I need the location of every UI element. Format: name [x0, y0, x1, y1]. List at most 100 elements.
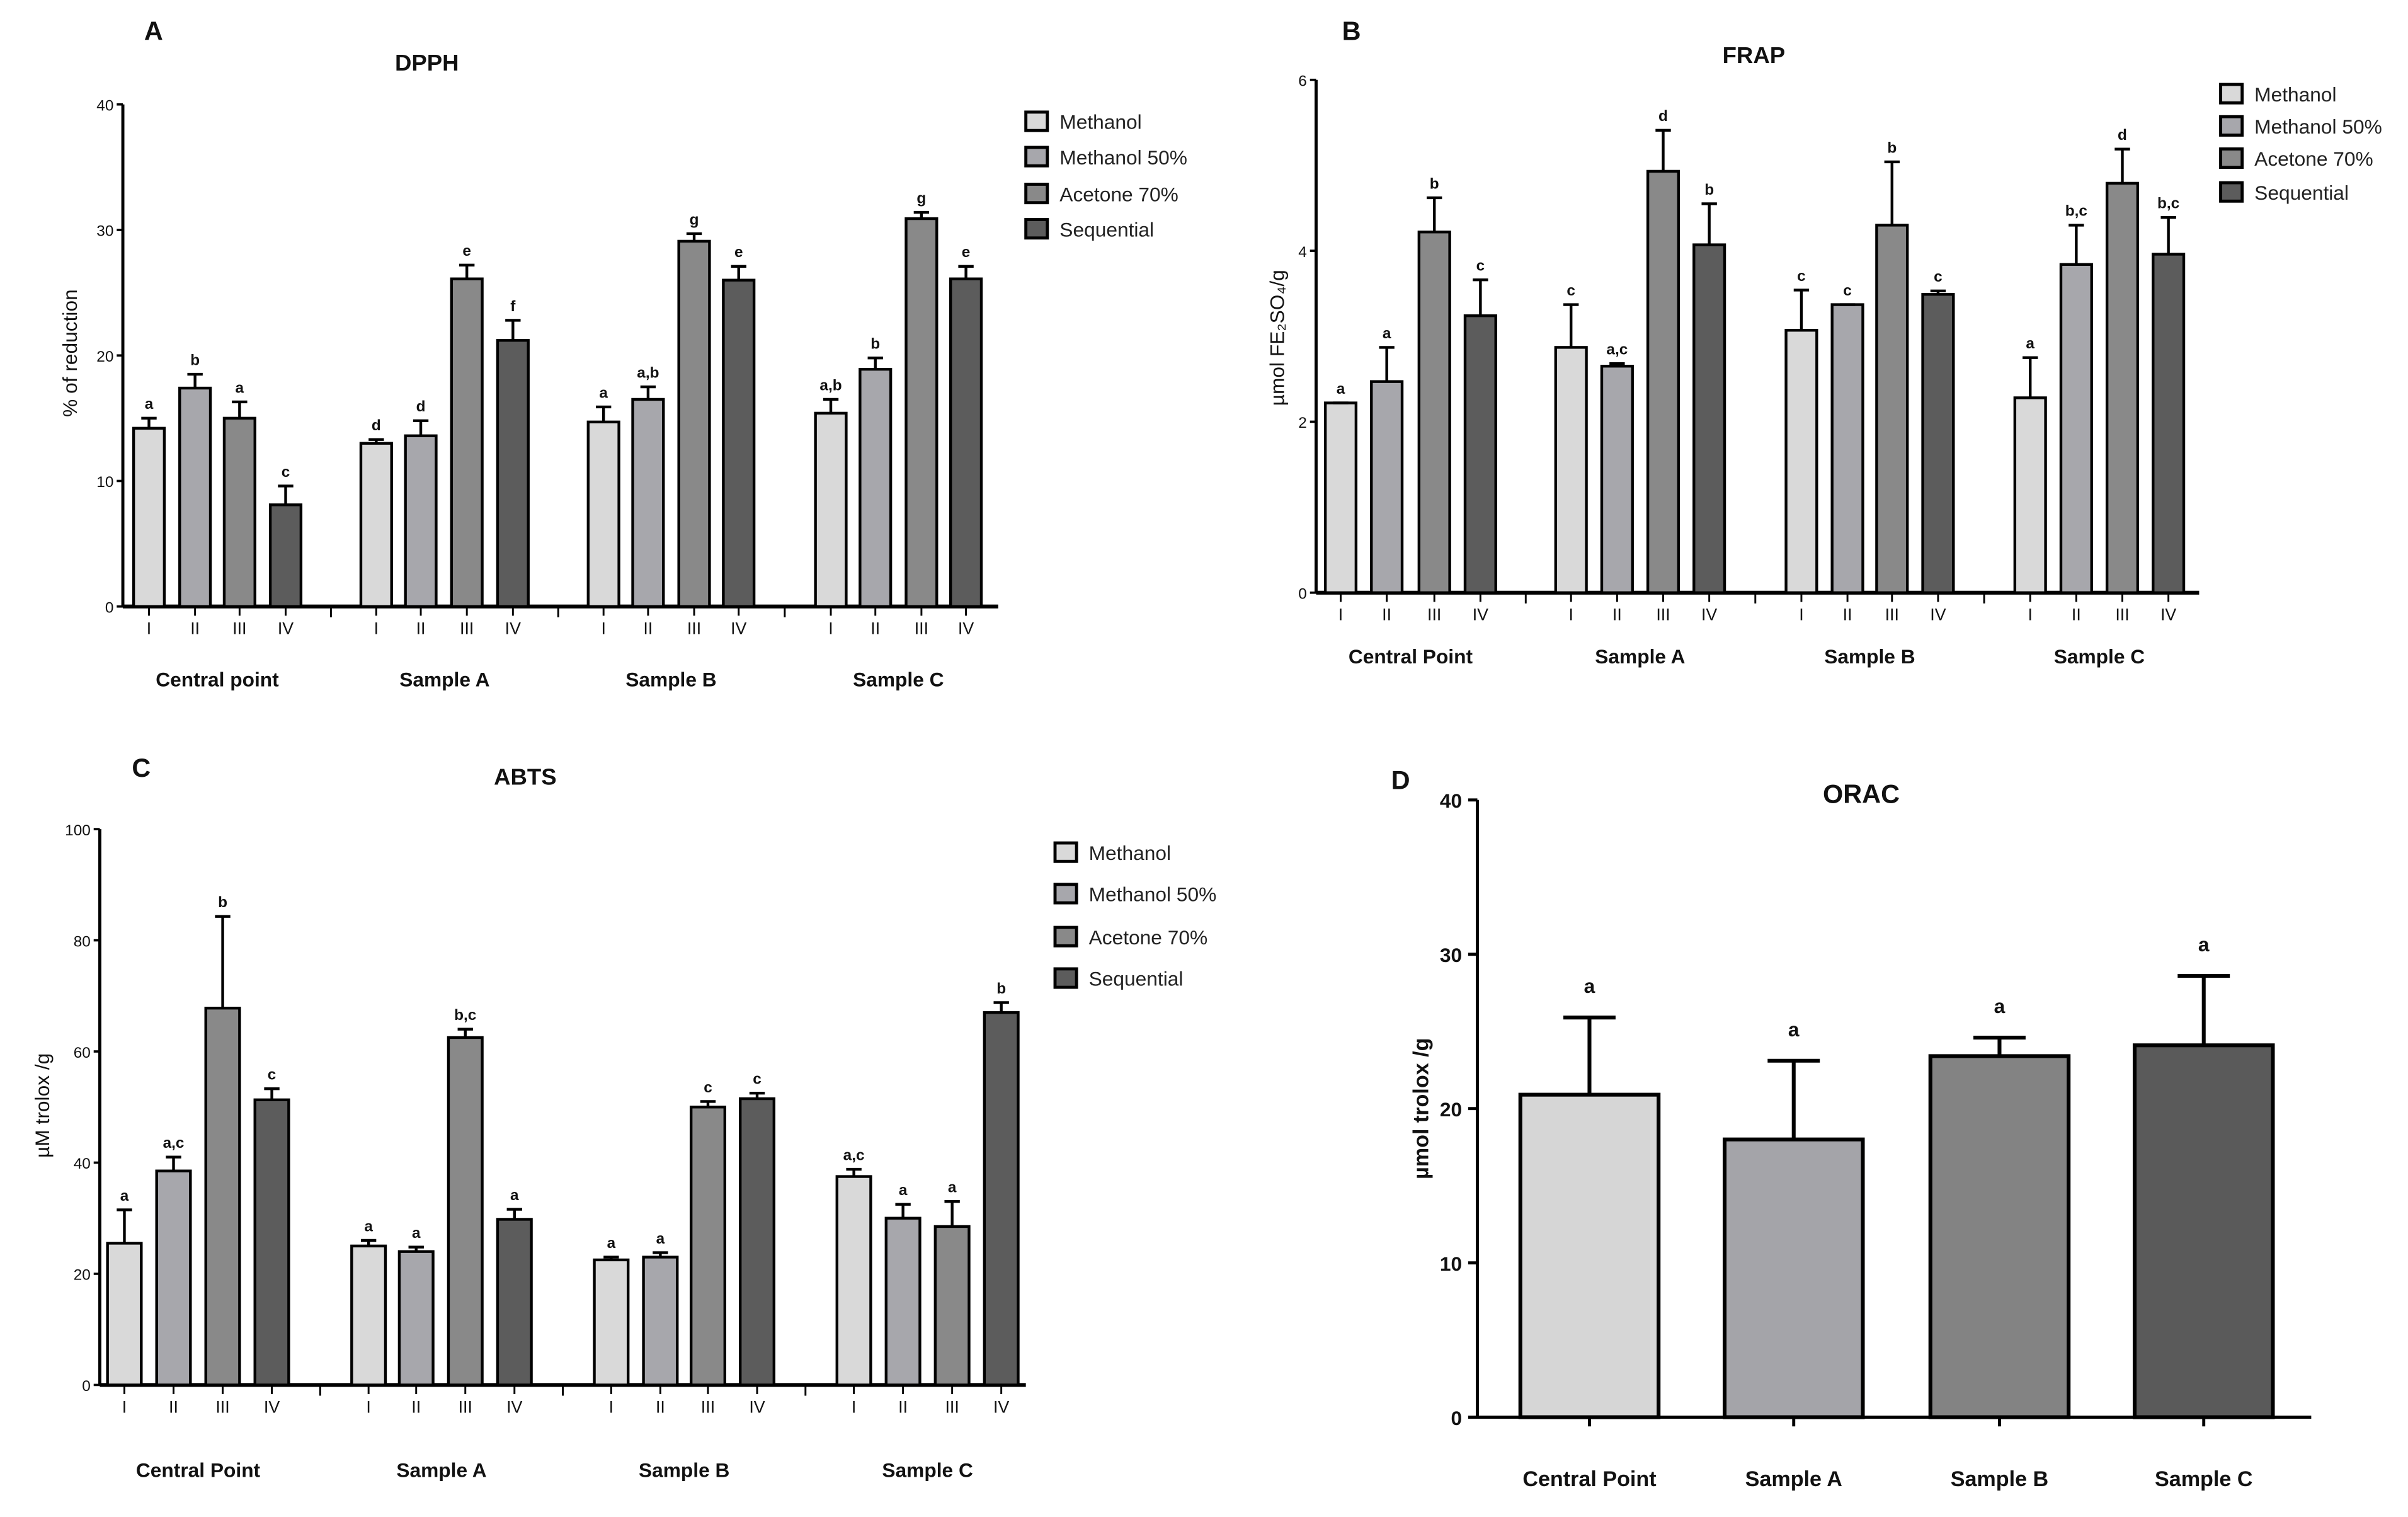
group-label: Central Point: [1349, 645, 1473, 668]
bar: [1370, 380, 1404, 594]
group-label: Sample B: [1824, 645, 1915, 668]
bar: [1646, 169, 1680, 594]
x-tick-label: II: [1382, 605, 1391, 624]
bar: [496, 1218, 533, 1387]
y-tick-label: 2: [1298, 415, 1307, 432]
significance-letter: d: [416, 398, 426, 415]
x-tick-label: I: [601, 619, 605, 638]
bar: [722, 278, 756, 608]
x-tick-label: IV: [958, 619, 974, 638]
panel-letter: B: [1342, 16, 1361, 45]
legend-label: Methanol 50%: [1059, 146, 1187, 169]
bar: [2013, 396, 2047, 594]
significance-letter: d: [2118, 127, 2127, 144]
legend-swatch: [1053, 841, 1078, 863]
x-tick-label: II: [169, 1397, 178, 1416]
x-tick-label: I: [828, 619, 833, 638]
significance-letter: a: [607, 1235, 616, 1252]
x-tick-label: IV: [731, 619, 746, 638]
significance-letter: e: [962, 244, 971, 261]
significance-letter: a: [1584, 975, 1595, 997]
y-tick-label: 80: [74, 933, 91, 950]
y-axis-label: µM trolox /g: [31, 1053, 54, 1158]
y-tick-label: 10: [1440, 1252, 1462, 1275]
bar: [1463, 314, 1497, 594]
significance-letter: c: [282, 464, 290, 481]
significance-letter: a: [412, 1225, 421, 1242]
x-tick-label: I: [609, 1397, 613, 1416]
bar: [1600, 365, 1634, 594]
y-tick-label: 30: [96, 223, 113, 240]
bar: [1830, 303, 1864, 594]
bar: [586, 420, 620, 608]
significance-letter: b: [996, 980, 1006, 997]
bar: [404, 434, 438, 608]
bar: [222, 416, 256, 608]
y-tick-label: 40: [74, 1155, 91, 1172]
significance-letter: a: [899, 1182, 908, 1199]
x-tick-label: I: [1799, 605, 1803, 624]
bar: [677, 239, 711, 608]
bar: [1928, 1054, 2071, 1419]
significance-letter: a: [948, 1179, 957, 1196]
x-tick-label: II: [416, 619, 426, 638]
x-tick-label: IV: [505, 619, 521, 638]
significance-letter: a: [364, 1218, 373, 1235]
y-tick-label: 10: [96, 474, 113, 491]
legend-swatch: [2219, 147, 2244, 169]
x-tick-label: II: [656, 1397, 665, 1416]
significance-letter: e: [734, 244, 743, 261]
significance-letter: c: [1843, 282, 1852, 299]
bar: [859, 367, 893, 608]
significance-letter: a,b: [819, 377, 842, 394]
chart-title: ORAC: [1823, 779, 1900, 809]
x-tick-label: I: [374, 619, 379, 638]
bar: [835, 1175, 872, 1387]
significance-letter: a: [1788, 1018, 1800, 1041]
bar: [1518, 1092, 1661, 1419]
bar: [204, 1007, 241, 1387]
y-tick-label: 20: [74, 1267, 91, 1284]
bar: [1323, 401, 1358, 594]
significance-letter: c: [704, 1079, 712, 1096]
bar: [933, 1225, 971, 1387]
legend-label: Methanol: [2254, 83, 2336, 106]
y-tick-label: 4: [1298, 244, 1307, 261]
significance-letter: c: [753, 1071, 762, 1088]
x-tick-label: III: [687, 619, 701, 638]
bar: [1784, 329, 1818, 594]
significance-letter: a: [2026, 335, 2034, 352]
legend-swatch: [1024, 146, 1049, 168]
significance-letter: g: [916, 190, 926, 207]
legend-label: Sequential: [1059, 218, 1154, 241]
group-label: Sample C: [853, 668, 944, 690]
legend-swatch: [1024, 183, 1049, 205]
legend-label: Methanol: [1089, 842, 1171, 864]
bar: [593, 1258, 630, 1387]
bar: [2059, 263, 2093, 594]
x-tick-label: III: [915, 619, 928, 638]
x-tick-label: II: [1612, 605, 1622, 624]
x-tick-label: IV: [993, 1397, 1009, 1416]
bar: [738, 1097, 776, 1387]
significance-letter: a,c: [843, 1147, 865, 1164]
x-tick-label: III: [460, 619, 474, 638]
y-tick-label: 40: [1440, 789, 1462, 812]
x-tick-label: I: [852, 1397, 856, 1416]
legend-swatch: [2219, 83, 2244, 105]
x-tick-label: IV: [2160, 605, 2176, 624]
chart-title: FRAP: [1723, 42, 1786, 68]
significance-letter: a: [1994, 995, 2006, 1017]
y-tick-label: 20: [1440, 1098, 1462, 1121]
significance-letter: a,b: [637, 364, 659, 381]
y-tick-label: 60: [74, 1045, 91, 1062]
legend-swatch: [1024, 218, 1049, 240]
x-tick-label: III: [1427, 605, 1441, 624]
group-label: Central Point: [136, 1459, 261, 1482]
x-tick-label: II: [643, 619, 653, 638]
legend-label: Sequential: [2254, 181, 2349, 204]
bar: [1417, 231, 1451, 594]
legend-swatch: [1053, 967, 1078, 989]
x-tick-label: I: [2028, 605, 2032, 624]
